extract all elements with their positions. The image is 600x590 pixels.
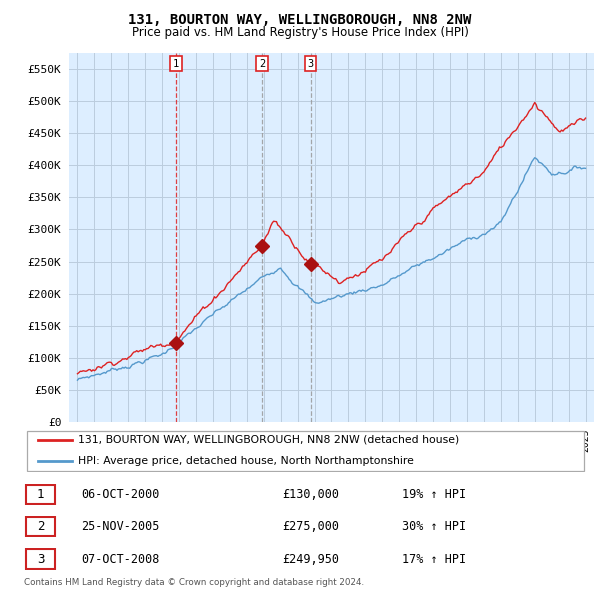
Text: 19% ↑ HPI: 19% ↑ HPI xyxy=(402,487,466,501)
Text: £275,000: £275,000 xyxy=(282,520,339,533)
Text: Price paid vs. HM Land Registry's House Price Index (HPI): Price paid vs. HM Land Registry's House … xyxy=(131,26,469,39)
Text: 3: 3 xyxy=(308,58,314,68)
Text: 1: 1 xyxy=(37,487,44,501)
Text: 06-OCT-2000: 06-OCT-2000 xyxy=(81,487,160,501)
Text: 131, BOURTON WAY, WELLINGBOROUGH, NN8 2NW (detached house): 131, BOURTON WAY, WELLINGBOROUGH, NN8 2N… xyxy=(77,435,459,445)
FancyBboxPatch shape xyxy=(27,431,584,471)
FancyBboxPatch shape xyxy=(26,484,55,504)
Text: 3: 3 xyxy=(37,552,44,566)
FancyBboxPatch shape xyxy=(26,517,55,536)
Text: HPI: Average price, detached house, North Northamptonshire: HPI: Average price, detached house, Nort… xyxy=(77,456,413,466)
Text: 2: 2 xyxy=(259,58,265,68)
Text: 25-NOV-2005: 25-NOV-2005 xyxy=(81,520,160,533)
Text: Contains HM Land Registry data © Crown copyright and database right 2024.: Contains HM Land Registry data © Crown c… xyxy=(24,578,364,587)
FancyBboxPatch shape xyxy=(26,549,55,569)
Text: 1: 1 xyxy=(173,58,179,68)
Text: 07-OCT-2008: 07-OCT-2008 xyxy=(81,552,160,566)
Text: £249,950: £249,950 xyxy=(282,552,339,566)
Text: 17% ↑ HPI: 17% ↑ HPI xyxy=(402,552,466,566)
Text: £130,000: £130,000 xyxy=(282,487,339,501)
Text: 30% ↑ HPI: 30% ↑ HPI xyxy=(402,520,466,533)
Text: 2: 2 xyxy=(37,520,44,533)
Text: 131, BOURTON WAY, WELLINGBOROUGH, NN8 2NW: 131, BOURTON WAY, WELLINGBOROUGH, NN8 2N… xyxy=(128,13,472,27)
